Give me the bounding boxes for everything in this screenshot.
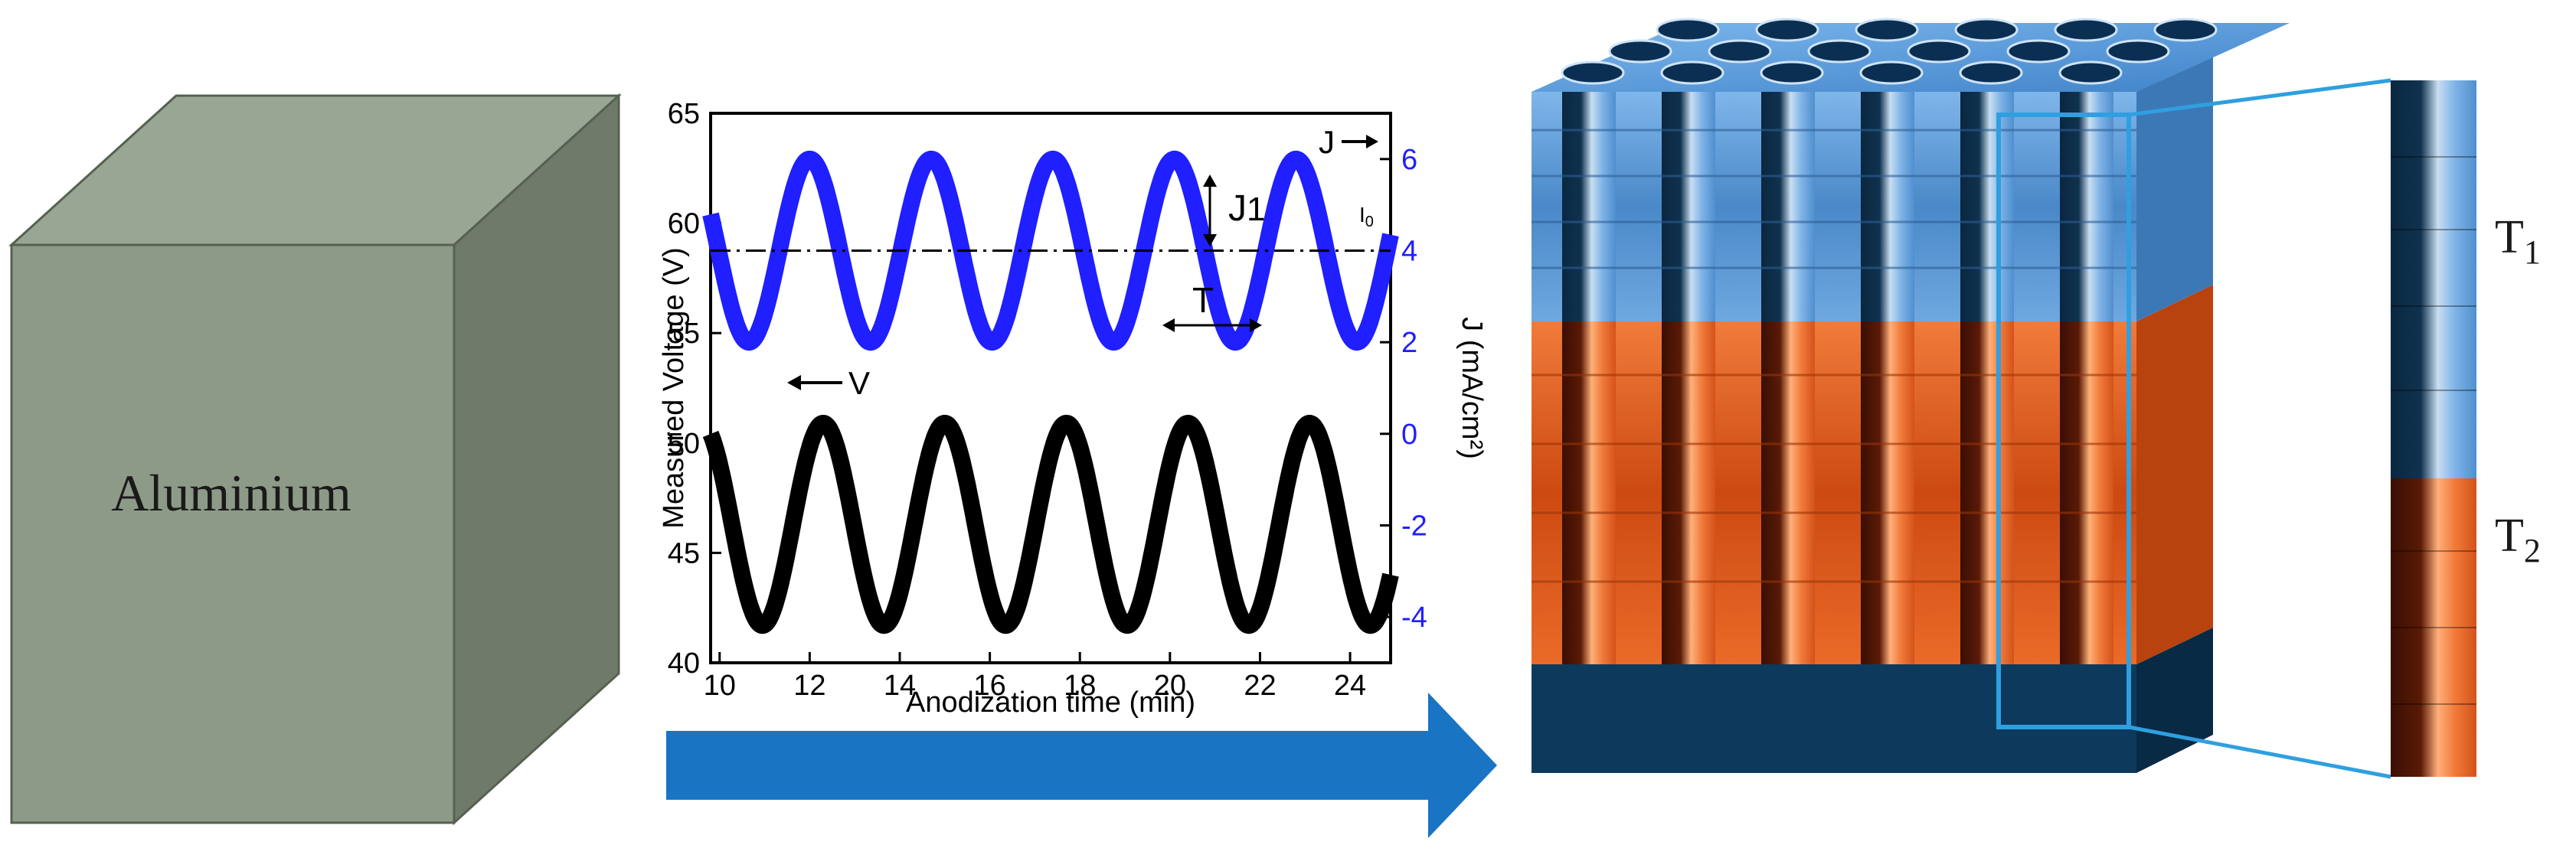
pore-opening xyxy=(2006,39,2071,64)
x-tick-label: 22 xyxy=(1244,670,1276,702)
x-tick-label: 16 xyxy=(973,670,1005,702)
x-tick-label: 10 xyxy=(704,670,736,702)
y-tick-label: 50 xyxy=(668,428,700,460)
y2-tick-label: -2 xyxy=(1401,510,1427,543)
aluminium-cube: Aluminium xyxy=(8,93,622,826)
pore-column-lower xyxy=(1761,321,1815,664)
x-tick-label: 20 xyxy=(1154,670,1186,702)
pore-column-lower xyxy=(1861,321,1914,664)
pore-opening xyxy=(1807,39,1872,64)
j-arrow-label: J xyxy=(1319,124,1335,160)
t2-label: T xyxy=(2495,510,2524,562)
pore-opening xyxy=(1660,60,1724,85)
pore-opening xyxy=(1760,60,1824,85)
upper-oxide-side xyxy=(2136,55,2213,321)
highlight-box xyxy=(1996,113,2131,729)
v-arrow-label: V xyxy=(848,365,870,401)
pore-opening xyxy=(1656,18,1720,42)
chart-plot-area xyxy=(709,112,1392,664)
pore-column-upper xyxy=(1562,92,1616,321)
barrier-layer-side xyxy=(2136,628,2213,773)
x-tick-label: 18 xyxy=(1064,670,1096,702)
y-tick-label: 60 xyxy=(668,208,700,240)
y-tick-label: 45 xyxy=(668,537,700,569)
pore-opening xyxy=(2153,18,2218,42)
svg-text:T2: T2 xyxy=(2495,510,2541,569)
pore-opening xyxy=(1907,39,1971,64)
cube-front-face xyxy=(10,243,456,824)
j-direction-arrow: J xyxy=(1319,124,1378,160)
i0-annotation: I0 xyxy=(1359,203,1374,230)
y2-tick-label: 4 xyxy=(1401,236,1417,268)
series-v-line xyxy=(702,415,1399,634)
barrier-layer-front xyxy=(1532,664,2136,773)
upper-oxide-layer xyxy=(1532,92,2136,321)
zoomed-pore-column: T1 T2 xyxy=(2391,80,2541,777)
pore-opening xyxy=(1608,39,1672,64)
pore-column-upper xyxy=(1861,92,1914,321)
y2-tick-label: 2 xyxy=(1401,327,1417,359)
pore-column-lower xyxy=(1662,321,1715,664)
y2-axis-label: J (mA/cm²) xyxy=(1456,317,1488,459)
v-direction-arrow: V xyxy=(787,365,870,401)
porous-alumina-block xyxy=(1532,18,2391,779)
pore-opening xyxy=(1855,18,1919,42)
svg-text:I0: I0 xyxy=(1359,203,1374,230)
j1-subscript: 1 xyxy=(1247,191,1265,228)
y-tick-label: 55 xyxy=(668,318,700,350)
i0-subscript: 0 xyxy=(1365,214,1374,230)
y-axis-label: Measured Voltage (V) xyxy=(658,247,690,529)
y-tick-label: 40 xyxy=(668,647,700,680)
pore-opening xyxy=(2054,18,2118,42)
process-arrow xyxy=(666,693,1497,838)
t2-subscript: 2 xyxy=(2524,532,2541,569)
y2-tick-label: 6 xyxy=(1401,144,1417,176)
y2-tick-label: 0 xyxy=(1401,419,1417,451)
y2-tick-label: -4 xyxy=(1401,602,1427,634)
x-axis-label: Anodization time (min) xyxy=(906,687,1195,719)
pore-opening xyxy=(1561,60,1625,85)
series-j-line xyxy=(702,150,1399,351)
x-tick-label: 12 xyxy=(793,670,825,702)
cube-label: Aluminium xyxy=(111,464,351,522)
period-label: T xyxy=(1192,280,1214,320)
pore-opening xyxy=(2106,39,2170,64)
pore-opening xyxy=(1708,39,1772,64)
j1-label: J xyxy=(1228,188,1247,229)
pore-column-lower xyxy=(1562,321,1616,664)
j1-annotation: J1 xyxy=(1203,174,1265,246)
t1-subscript: 1 xyxy=(2524,233,2541,271)
pore-column-upper xyxy=(1960,92,2014,321)
svg-text:J1: J1 xyxy=(1228,188,1265,229)
lower-oxide-layer xyxy=(1532,321,2136,664)
pore-column-upper xyxy=(2060,92,2113,321)
pore-column-lower xyxy=(1960,321,2014,664)
i0-label: I xyxy=(1359,203,1365,227)
pore-column-upper xyxy=(1761,92,1815,321)
x-tick-label: 24 xyxy=(1334,670,1366,702)
pore-opening xyxy=(1954,18,2019,42)
svg-text:T1: T1 xyxy=(2495,211,2541,271)
period-annotation: T xyxy=(1162,280,1262,332)
pore-opening xyxy=(1755,18,1819,42)
t1-label: T xyxy=(2495,211,2524,263)
x-tick-label: 14 xyxy=(884,670,916,702)
zoom-upper-segment xyxy=(2391,80,2476,478)
lower-oxide-side xyxy=(2136,285,2213,664)
pore-column-upper xyxy=(1662,92,1715,321)
pore-opening xyxy=(1859,60,1924,85)
pore-opening xyxy=(1959,60,2023,85)
zoom-lower-segment xyxy=(2391,478,2476,777)
pore-opening xyxy=(2058,60,2123,85)
pore-column-lower xyxy=(2060,321,2113,664)
y-tick-label: 65 xyxy=(668,98,700,130)
